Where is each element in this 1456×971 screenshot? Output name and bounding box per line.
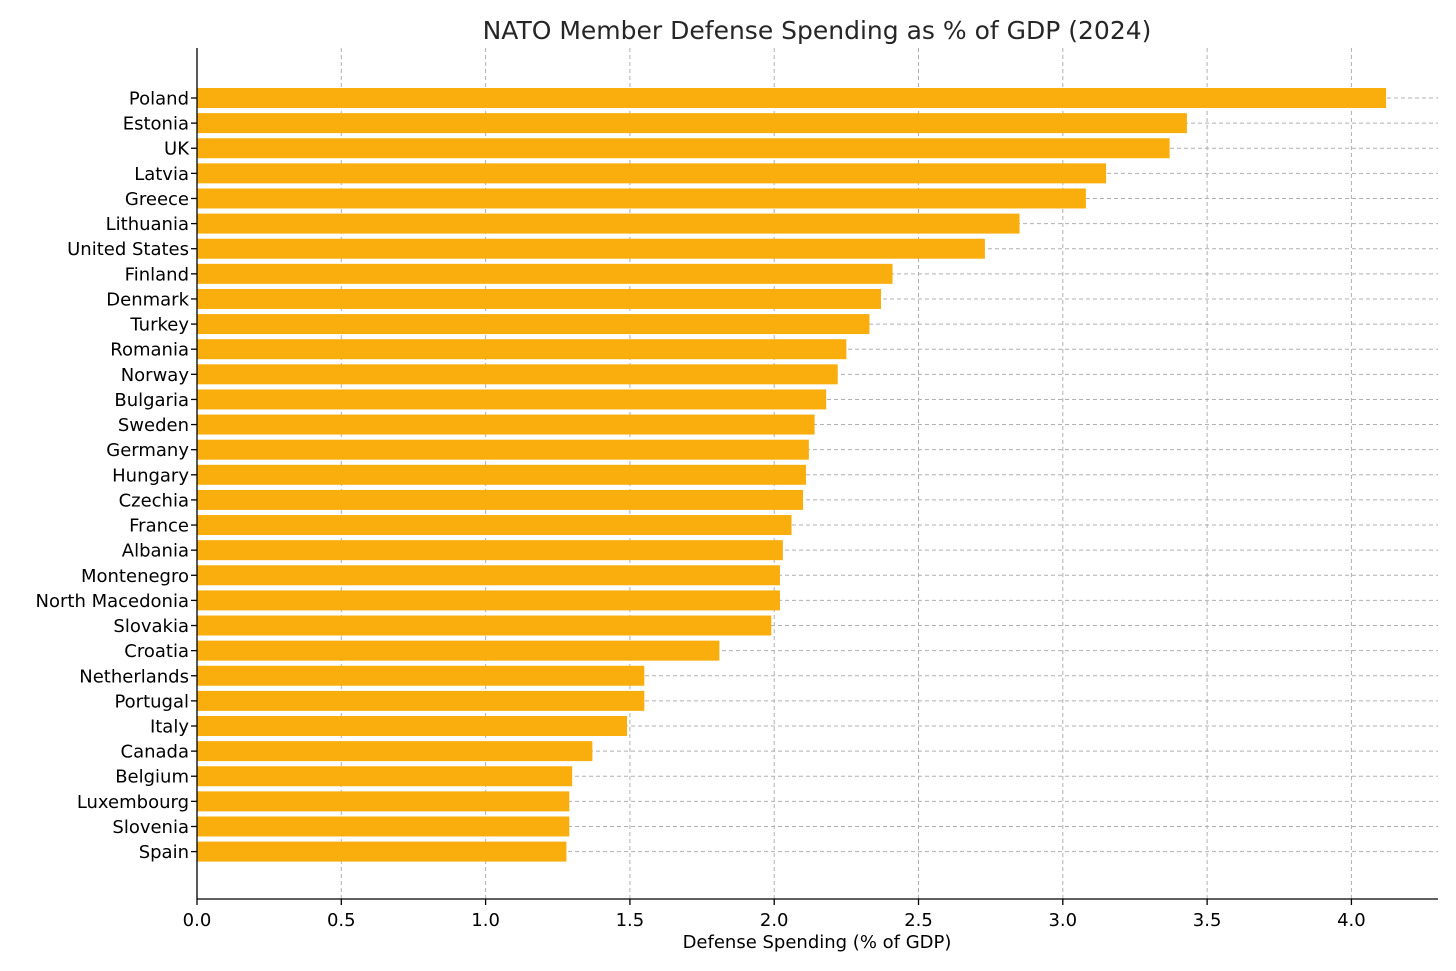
bar-uk: [197, 138, 1170, 159]
bar-romania: [197, 339, 847, 360]
x-tick-label: 3.0: [1048, 910, 1077, 931]
bar-albania: [197, 540, 783, 561]
bar-belgium: [197, 766, 573, 787]
x-tick-label: 4.0: [1337, 910, 1366, 931]
y-category-label: Slovakia: [113, 616, 189, 637]
bar-bulgaria: [197, 389, 827, 410]
y-category-label: Belgium: [115, 767, 189, 788]
bar-united-states: [197, 238, 985, 259]
x-axis-title: Defense Spending (% of GDP): [683, 932, 952, 953]
y-category-label: Luxembourg: [77, 792, 189, 813]
y-category-label: UK: [164, 139, 190, 160]
bar-luxembourg: [197, 791, 570, 812]
bar-latvia: [197, 163, 1107, 184]
x-tick-label: 1.5: [616, 910, 645, 931]
y-category-label: Greece: [125, 189, 189, 210]
bar-finland: [197, 263, 893, 284]
bar-portugal: [197, 690, 645, 711]
y-category-label: Latvia: [134, 164, 189, 185]
x-tick-label: 0.5: [327, 910, 356, 931]
axes: [196, 48, 1438, 900]
y-category-label: Montenegro: [81, 566, 189, 587]
y-category-label: Netherlands: [79, 666, 189, 687]
y-category-label: Norway: [121, 365, 190, 386]
x-tick-label: 0.0: [183, 910, 212, 931]
bar-norway: [197, 364, 838, 385]
chart-title: NATO Member Defense Spending as % of GDP…: [483, 16, 1152, 45]
bar-canada: [197, 741, 593, 762]
bar-slovenia: [197, 816, 570, 837]
bar-lithuania: [197, 213, 1020, 234]
y-category-label: Czechia: [119, 490, 189, 511]
bar-north-macedonia: [197, 590, 780, 611]
bar-netherlands: [197, 665, 645, 686]
bar-slovakia: [197, 615, 772, 636]
bar-germany: [197, 439, 809, 460]
y-category-label: France: [129, 516, 189, 537]
y-category-label: Bulgaria: [114, 390, 189, 411]
y-category-label: Germany: [106, 440, 189, 461]
y-category-label: Croatia: [124, 641, 189, 662]
y-category-label: North Macedonia: [36, 591, 189, 612]
y-category-label: Hungary: [112, 465, 189, 486]
y-category-label: Finland: [125, 264, 189, 285]
bar-spain: [197, 841, 567, 862]
y-category-label: Canada: [121, 742, 190, 763]
x-tick-label: 3.5: [1193, 910, 1222, 931]
y-category-label: Turkey: [129, 315, 189, 336]
y-category-label: Estonia: [123, 114, 189, 135]
y-category-label: Poland: [129, 89, 189, 110]
bar-greece: [197, 188, 1086, 209]
x-ticks: 0.0 0.5 1.0 1.5 2.0 2.5 3.0 3.5 4.0: [183, 899, 1366, 931]
y-category-label: Lithuania: [106, 214, 189, 235]
y-category-label: Romania: [110, 340, 189, 361]
bar-croatia: [197, 640, 720, 661]
x-tick-label: 2.5: [904, 910, 933, 931]
y-category-label: Italy: [150, 717, 189, 738]
y-category-label: Denmark: [106, 289, 189, 310]
y-category-label: Portugal: [114, 691, 189, 712]
bar-poland: [197, 88, 1387, 108]
bar-france: [197, 515, 792, 536]
bar-montenegro: [197, 565, 780, 586]
y-category-label: Albania: [122, 541, 189, 562]
bar-hungary: [197, 464, 806, 485]
x-tick-label: 1.0: [471, 910, 500, 931]
y-category-labels: Poland Estonia UK Latvia Greece Lithuania Unit…: [36, 89, 197, 863]
bar-italy: [197, 716, 628, 736]
y-category-label: United States: [67, 239, 189, 260]
bar-denmark: [197, 288, 881, 309]
bar-turkey: [197, 314, 870, 335]
bar-czechia: [197, 489, 804, 510]
bar-sweden: [197, 414, 815, 435]
y-category-label: Sweden: [118, 415, 189, 436]
x-tick-label: 2.0: [760, 910, 789, 931]
bar-estonia: [197, 113, 1187, 134]
y-category-label: Slovenia: [112, 817, 189, 838]
bars: [197, 88, 1387, 862]
y-category-label: Spain: [139, 842, 189, 863]
